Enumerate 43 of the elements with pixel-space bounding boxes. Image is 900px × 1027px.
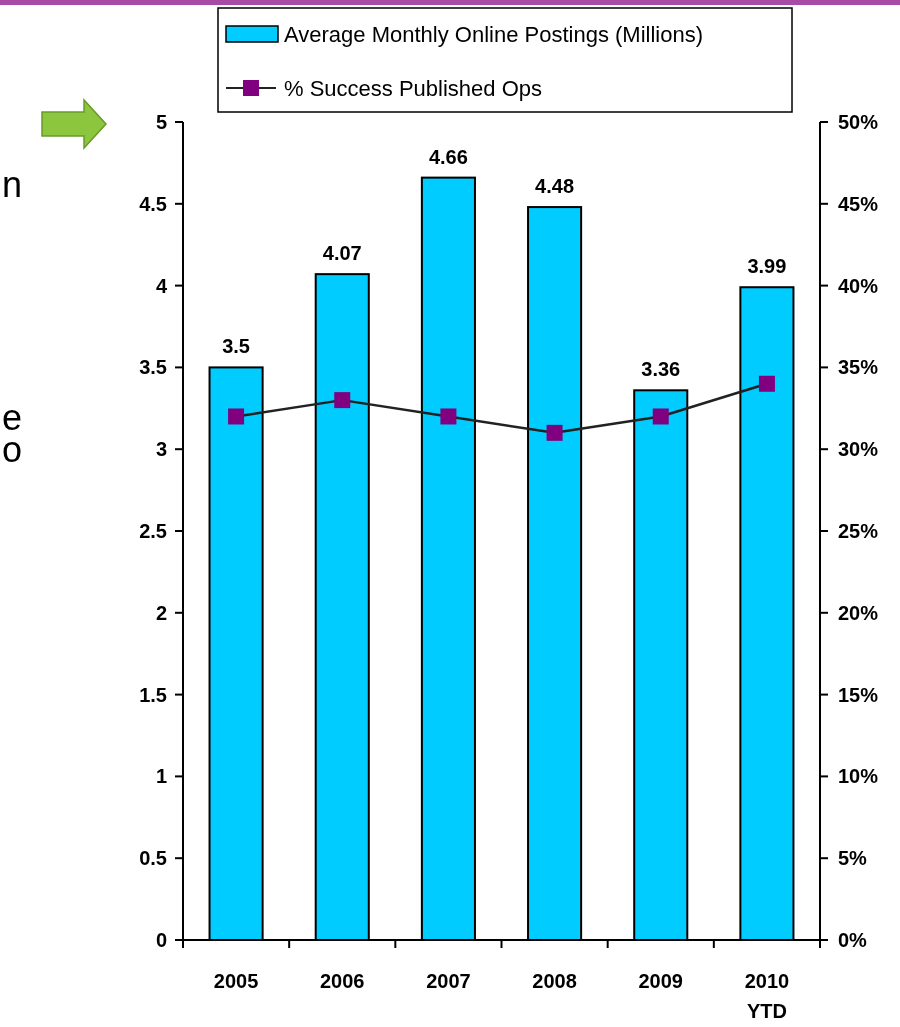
x-tick-label: 2009 — [638, 970, 683, 992]
y-tick-label: 3.5 — [139, 356, 167, 379]
text: n — [2, 164, 23, 205]
y2-tick-label: 40% — [838, 274, 879, 297]
point — [546, 424, 563, 441]
y2-tick-label: 50% — [838, 111, 879, 133]
y-tick-label: 2.5 — [139, 520, 167, 542]
y2-tick-label: 15% — [838, 683, 879, 706]
point — [440, 408, 457, 425]
data-label: 3.36 — [641, 358, 681, 381]
point — [334, 392, 351, 409]
y2-tick-label: 25% — [838, 520, 879, 542]
data-label: 3.5 — [222, 335, 250, 358]
y2-tick-label: 0% — [838, 929, 868, 951]
x-tick-label: 2010 YTD — [744, 970, 790, 1022]
point — [228, 408, 245, 425]
y-tick-label: 0 — [155, 929, 167, 951]
x-tick-label: 2006 — [320, 970, 365, 992]
y-tick-label: 5 — [155, 111, 167, 133]
y-tick-label: 2 — [155, 601, 167, 624]
x-tick-label: 2007 — [426, 970, 471, 992]
y2-tick-label: 45% — [838, 192, 879, 215]
data-label: 3.99 — [747, 255, 787, 278]
point — [652, 408, 669, 425]
y2-tick-label: 30% — [838, 438, 879, 461]
y-tick-label: 1.5 — [139, 683, 167, 706]
y-tick-label: 0.5 — [139, 847, 167, 870]
y-tick-label: 3 — [155, 438, 167, 461]
point — [758, 375, 775, 392]
data-label: 4.07 — [322, 242, 362, 265]
data-label: 4.66 — [428, 145, 468, 168]
x-tick-label: 2008 — [532, 970, 577, 992]
legend-label: Average Monthly Online Postings (Millions) — [284, 21, 703, 47]
data-label: 4.48 — [535, 175, 575, 198]
y-tick-label: 4 — [155, 274, 168, 297]
y2-tick-label: 35% — [838, 356, 879, 379]
y-tick-label: 4.5 — [139, 192, 167, 215]
legend-label: % Success Published Ops — [284, 75, 543, 101]
x-tick-label: 2005 — [213, 970, 259, 992]
y2-tick-label: 10% — [838, 765, 879, 788]
y2-tick-label: 20% — [838, 601, 879, 624]
y2-tick-label: 5% — [838, 847, 868, 870]
y-tick-label: 1 — [155, 765, 167, 788]
